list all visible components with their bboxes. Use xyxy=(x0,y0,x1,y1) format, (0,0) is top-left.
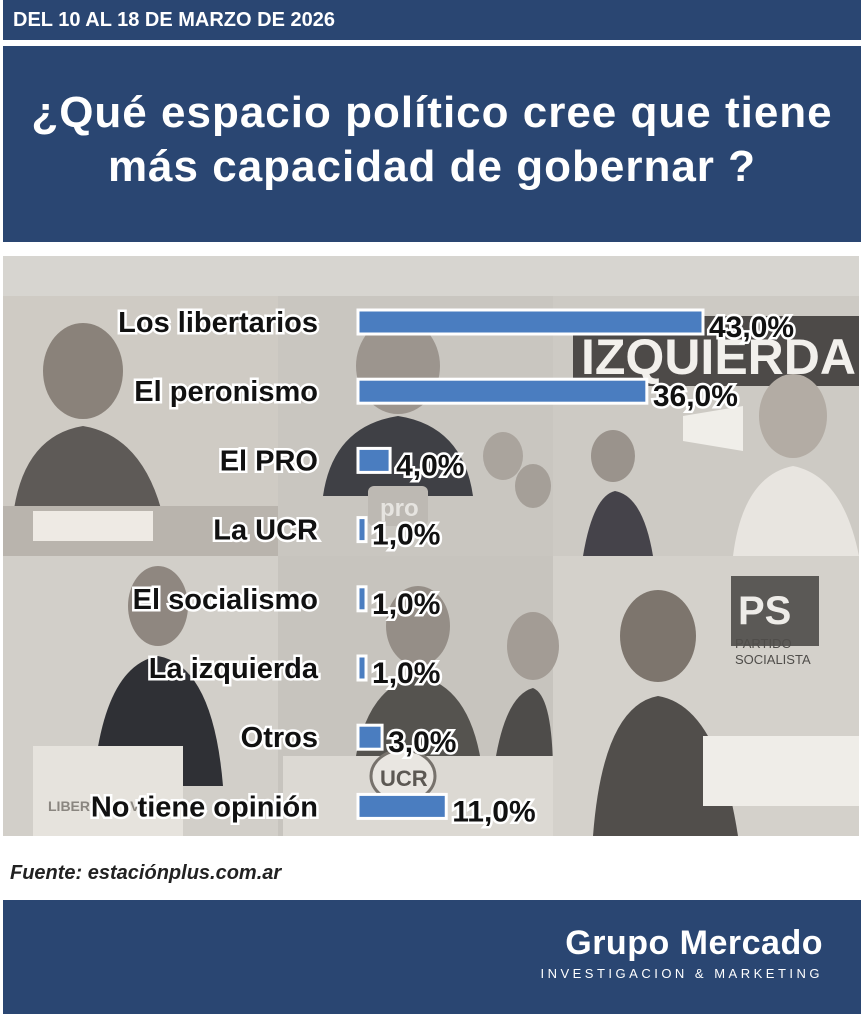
footer-banner: Grupo Mercado INVESTIGACION & MARKETING xyxy=(3,900,861,1014)
brand-subtitle: INVESTIGACION & MARKETING xyxy=(540,966,823,981)
svg-text:pro: pro xyxy=(380,495,419,522)
svg-text:UCR: UCR xyxy=(380,766,428,791)
svg-text:IZQUIERDA: IZQUIERDA xyxy=(581,329,856,385)
background-photo-collage: pro IZQUIERDA LIBERTAD AVANZA UCR PS PAR… xyxy=(3,256,859,836)
svg-text:PS: PS xyxy=(738,589,791,633)
title-banner: ¿Qué espacio político cree que tiene más… xyxy=(3,46,861,242)
svg-text:PARTIDO: PARTIDO xyxy=(735,636,792,651)
date-range: DEL 10 AL 18 DE MARZO DE 2026 xyxy=(3,0,861,40)
source-note: Fuente: estaciónplus.com.ar xyxy=(10,862,282,884)
svg-text:LIBERTAD AVANZA: LIBERTAD AVANZA xyxy=(48,798,177,814)
svg-text:SOCIALISTA: SOCIALISTA xyxy=(735,652,811,667)
brand-name: Grupo Mercado xyxy=(565,924,823,962)
photo-collage-illustration: pro IZQUIERDA LIBERTAD AVANZA UCR PS PAR… xyxy=(3,296,859,836)
chart-question-title: ¿Qué espacio político cree que tiene más… xyxy=(31,88,833,191)
